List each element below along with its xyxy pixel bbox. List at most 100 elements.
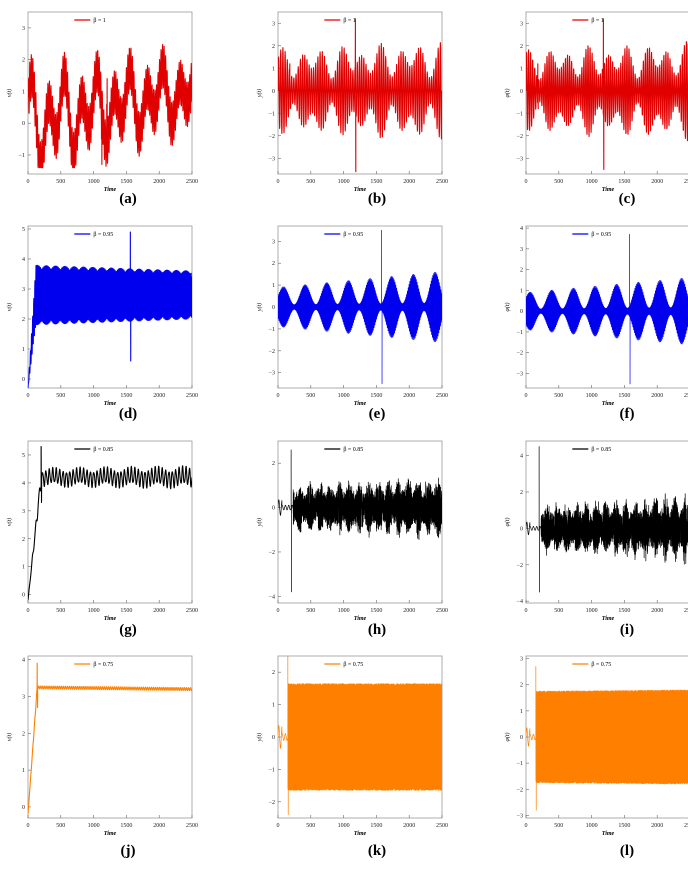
x-tick-label: 1000 xyxy=(338,823,350,829)
x-tick-label: 2500 xyxy=(684,393,688,399)
y-tick-label: −4 xyxy=(517,599,523,605)
x-tick-label: 1500 xyxy=(370,179,382,185)
chart-panel-j: 0 500 1000 1500 2000 2500 0 1 2 3 4 Time v(t) β = 0.7… xyxy=(6,655,198,837)
y-axis-label: φ(t) xyxy=(504,89,511,98)
series-line xyxy=(28,662,192,815)
x-tick-label: 1000 xyxy=(338,179,350,185)
x-tick-label: 1000 xyxy=(88,393,100,399)
series-line xyxy=(28,446,192,601)
x-tick-label: 2500 xyxy=(436,608,448,614)
x-axis-label: Time xyxy=(602,401,615,407)
y-tick-label: 0 xyxy=(22,805,25,811)
x-tick-label: 1000 xyxy=(88,608,100,614)
y-tick-label: 2 xyxy=(22,731,25,737)
y-tick-label: −3 xyxy=(517,156,523,162)
x-tick-label: 1000 xyxy=(586,393,598,399)
y-tick-label: 1 xyxy=(22,565,25,571)
x-axis-label: Time xyxy=(104,616,117,622)
y-tick-label: 3 xyxy=(22,509,25,515)
y-tick-label: 1 xyxy=(272,283,275,289)
y-tick-label: 3 xyxy=(272,239,275,245)
x-axis-label: Time xyxy=(104,831,117,837)
y-tick-label: −2 xyxy=(269,800,275,806)
y-tick-label: 1 xyxy=(520,66,523,72)
panel-caption: (a) xyxy=(119,191,137,207)
chart-panel-d: 0 500 1000 1500 2000 2500 0 1 2 3 4 5 Time v(t) β = 0.… xyxy=(6,225,198,407)
y-tick-label: 2 xyxy=(520,44,523,50)
x-tick-label: 500 xyxy=(56,179,65,185)
x-axis-label: Time xyxy=(104,401,117,407)
y-tick-label: 0 xyxy=(272,305,275,311)
x-tick-label: 0 xyxy=(525,393,528,399)
x-tick-label: 1000 xyxy=(88,823,100,829)
x-tick-label: 500 xyxy=(56,393,65,399)
chart-panel-i: 0 500 1000 1500 2000 2500 −4 −2 0 2 4 Time φ(t) β = 0… xyxy=(504,440,688,622)
y-tick-label: 1 xyxy=(520,709,523,715)
chart-panel-a: 0 500 1000 1500 2000 2500 −1 0 1 2 3 Time v(t) β = 1 xyxy=(6,11,198,193)
y-tick-label: −3 xyxy=(269,156,275,162)
x-tick-label: 0 xyxy=(27,608,30,614)
panel-caption: (f) xyxy=(619,406,635,422)
x-tick-label: 1000 xyxy=(338,393,350,399)
x-axis-label: Time xyxy=(354,831,367,837)
chart-panel-k: 0 500 1000 1500 2000 2500 −2 −1 0 1 2 Time y(t) β = 0… xyxy=(256,655,448,837)
y-tick-label: 0 xyxy=(520,735,523,741)
y-axis-label: y(t) xyxy=(256,303,263,312)
x-tick-label: 2500 xyxy=(436,823,448,829)
x-tick-label: 1500 xyxy=(370,823,382,829)
x-tick-label: 0 xyxy=(27,179,30,185)
legend-label: β = 0.75 xyxy=(93,662,113,668)
x-tick-label: 2000 xyxy=(153,393,165,399)
panel-caption: (b) xyxy=(367,191,387,207)
x-tick-label: 0 xyxy=(27,393,30,399)
panel-caption: (e) xyxy=(368,406,386,422)
x-axis-label: Time xyxy=(354,616,367,622)
plot-frame xyxy=(525,11,688,175)
series-line xyxy=(278,230,442,384)
x-axis-label: Time xyxy=(354,187,367,193)
x-tick-label: 500 xyxy=(554,823,563,829)
x-tick-label: 1500 xyxy=(618,393,630,399)
legend-label: β = 0.85 xyxy=(343,447,363,453)
x-tick-label: 500 xyxy=(56,608,65,614)
y-axis-label: φ(t) xyxy=(504,303,511,312)
y-tick-label: 1 xyxy=(520,288,523,294)
x-tick-label: 1500 xyxy=(120,179,132,185)
x-tick-label: 2500 xyxy=(684,608,688,614)
chart-panel-h: 0 500 1000 1500 2000 2500 −4 −2 0 2 Time y(t) β = 0.… xyxy=(256,440,448,622)
x-tick-label: 0 xyxy=(277,608,280,614)
chart-panel-g: 0 500 1000 1500 2000 2500 0 1 2 3 4 5 Time v(t) β = 0.… xyxy=(6,440,198,622)
y-tick-label: 3 xyxy=(520,247,523,253)
legend-label: β = 0.75 xyxy=(343,662,363,668)
y-tick-label: 1 xyxy=(272,703,275,709)
y-axis-label: v(t) xyxy=(6,518,13,526)
panel-caption: (i) xyxy=(619,622,635,638)
y-tick-label: 3 xyxy=(22,695,25,701)
y-tick-label: 0 xyxy=(520,89,523,95)
y-axis-label: y(t) xyxy=(256,518,263,527)
x-tick-label: 0 xyxy=(525,179,528,185)
x-axis-label: Time xyxy=(104,187,117,193)
y-tick-label: 4 xyxy=(520,454,523,460)
x-tick-label: 1500 xyxy=(618,179,630,185)
chart-panel-l: 0 500 1000 1500 2000 2500 −3 −2 −1 0 1 2 3 Time φ(t) β … xyxy=(504,655,688,837)
legend-label: β = 0.95 xyxy=(93,232,113,238)
x-tick-label: 2000 xyxy=(403,608,415,614)
panel-caption: (h) xyxy=(367,622,387,638)
x-tick-label: 500 xyxy=(554,608,563,614)
x-tick-label: 2500 xyxy=(186,393,198,399)
y-tick-label: −1 xyxy=(269,111,275,117)
y-tick-label: −2 xyxy=(269,550,275,556)
y-tick-label: 0 xyxy=(272,89,275,95)
x-tick-label: 1500 xyxy=(120,823,132,829)
chart-panel-b: 0 500 1000 1500 2000 2500 −3 −2 −1 0 1 2 3 Time y(t) β … xyxy=(256,11,448,193)
legend-label: β = 0.95 xyxy=(591,232,611,238)
y-tick-label: 3 xyxy=(520,21,523,27)
x-tick-label: 0 xyxy=(27,823,30,829)
series-line xyxy=(526,666,688,811)
x-tick-label: 500 xyxy=(306,393,315,399)
x-tick-label: 0 xyxy=(277,393,280,399)
y-tick-label: −1 xyxy=(517,111,523,117)
y-axis-label: φ(t) xyxy=(504,518,511,527)
y-tick-label: 2 xyxy=(22,317,25,323)
